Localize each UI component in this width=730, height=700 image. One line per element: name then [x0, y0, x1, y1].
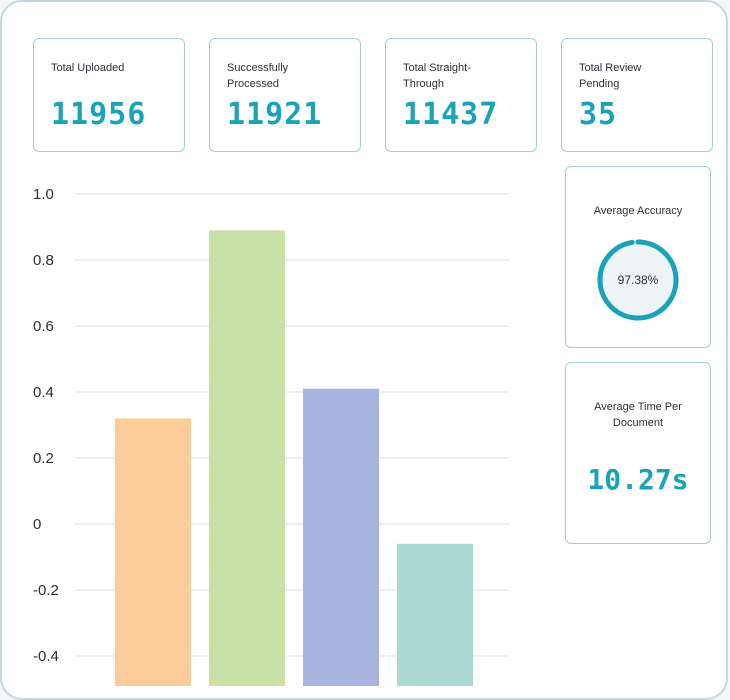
bar-3	[303, 388, 379, 686]
average-time-value: 10.27s	[587, 463, 689, 496]
stat-card-total-review-pending: Total Review Pending 35	[561, 38, 713, 152]
stat-value: 11921	[227, 97, 323, 132]
stat-label: Total Straight-Through	[403, 62, 471, 90]
stat-value: 35	[579, 97, 618, 132]
y-tick-label: 0	[33, 516, 41, 533]
bar-1	[115, 418, 191, 686]
bar-2	[209, 230, 285, 686]
average-time-card: Average Time Per Document 10.27s	[565, 362, 711, 544]
y-tick-label: 0.2	[33, 450, 54, 467]
y-tick-label: 0.8	[33, 252, 54, 269]
stat-card-total-straight-through: Total Straight-Through 11437	[385, 38, 537, 152]
stat-card-successfully-processed: Successfully Processed 11921	[209, 38, 361, 152]
stat-value: 11956	[51, 97, 147, 132]
y-tick-label: -0.2	[33, 582, 59, 599]
stat-label: Total Uploaded	[51, 62, 125, 74]
average-accuracy-card: Average Accuracy 97.38%	[565, 166, 711, 348]
average-accuracy-value: 97.38%	[617, 273, 659, 287]
y-tick-label: -0.4	[33, 648, 59, 665]
accuracy-gauge-arc	[597, 239, 679, 321]
stat-label: Total Review Pending	[579, 62, 642, 90]
y-tick-label: 1.0	[33, 186, 54, 203]
bar-4	[397, 543, 473, 686]
bar-chart: 1.0 0.8 0.6 0.4 0.2 0 -0.2 -0.4	[33, 186, 509, 686]
average-time-title: Average Time Per Document	[594, 401, 682, 429]
accuracy-gauge	[597, 239, 679, 321]
average-accuracy-title: Average Accuracy	[593, 205, 683, 217]
y-tick-label: 0.6	[33, 318, 54, 335]
stat-value: 11437	[403, 97, 499, 132]
stat-card-total-uploaded: Total Uploaded 11956	[33, 38, 185, 152]
stat-label: Successfully Processed	[227, 62, 289, 90]
y-tick-label: 0.4	[33, 384, 54, 401]
